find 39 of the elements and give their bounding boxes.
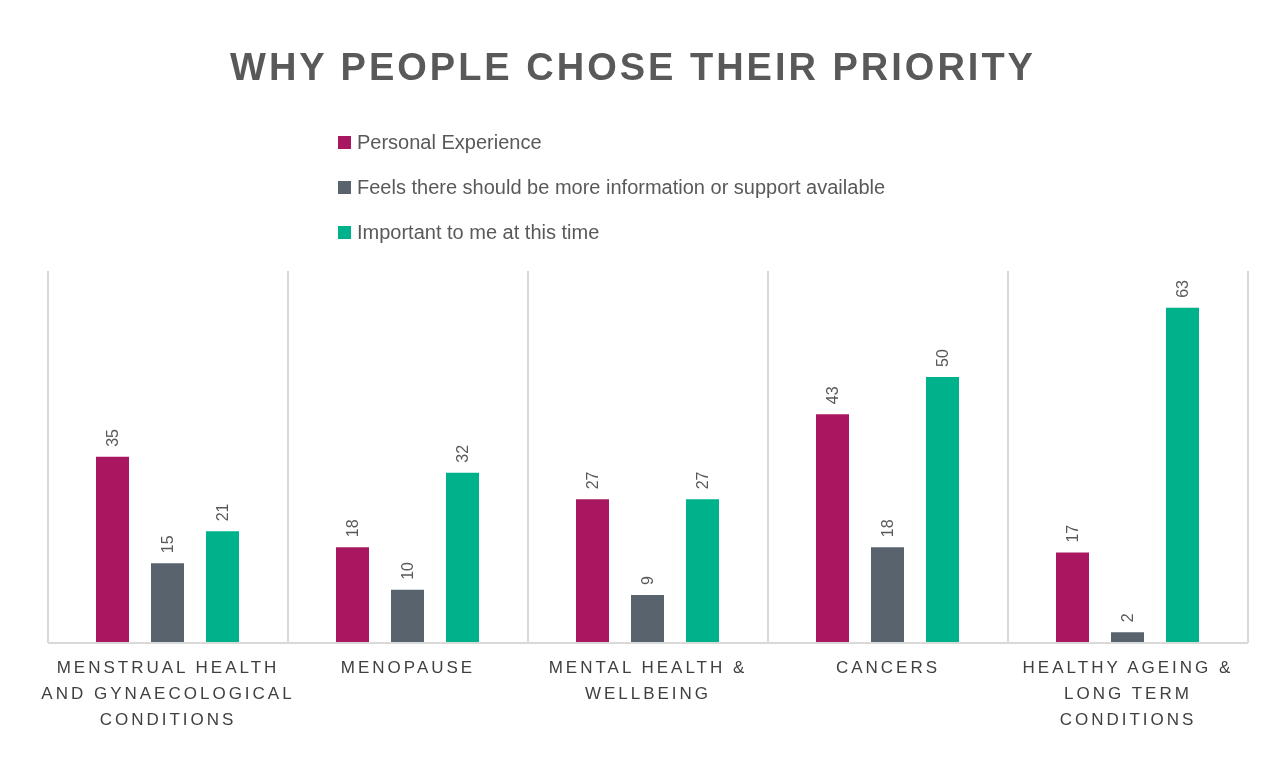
data-label: 18 [344, 519, 361, 538]
data-label: 27 [694, 471, 711, 490]
data-label: 9 [639, 576, 656, 586]
legend-label: Personal Experience [356, 130, 543, 155]
bar [206, 531, 239, 643]
data-label: 18 [879, 519, 896, 538]
x-tick-label: MENSTRUAL HEALTH AND GYNAECOLOGICAL CONDITIONS [41, 658, 295, 729]
data-label: 32 [454, 444, 471, 463]
data-label: 43 [824, 386, 841, 405]
data-label: 27 [584, 471, 601, 490]
data-label: 50 [934, 349, 951, 368]
bar [926, 377, 959, 643]
data-label: 35 [104, 428, 121, 447]
bar [871, 547, 904, 643]
data-label: 2 [1119, 613, 1136, 623]
x-tick-label: MENOPAUSE [340, 658, 476, 677]
bar [686, 499, 719, 643]
x-tick-label: MENTAL HEALTH & WELLBEING [548, 658, 748, 703]
data-label: 10 [399, 561, 416, 580]
data-label: 63 [1174, 279, 1191, 298]
bar [1111, 632, 1144, 643]
data-label: 15 [159, 535, 176, 554]
bar [1056, 552, 1089, 643]
bar [631, 595, 664, 643]
data-label: 17 [1064, 524, 1081, 543]
bar [96, 456, 129, 643]
legend-label: Important to me at this time [356, 220, 601, 245]
bar [336, 547, 369, 643]
bar [446, 472, 479, 643]
data-label: 21 [214, 503, 231, 522]
x-tick-label: CANCERS [835, 658, 941, 677]
legend-label: Feels there should be more information or support available [356, 175, 886, 200]
bar [151, 563, 184, 643]
bar [1166, 307, 1199, 643]
bar [391, 589, 424, 643]
chart-title: WHY PEOPLE CHOSE THEIR PRIORITY [229, 46, 1037, 89]
bar [816, 414, 849, 643]
x-tick-label: HEALTHY AGEING & LONG TERM CONDITIONS [1022, 658, 1234, 729]
bar [576, 499, 609, 643]
